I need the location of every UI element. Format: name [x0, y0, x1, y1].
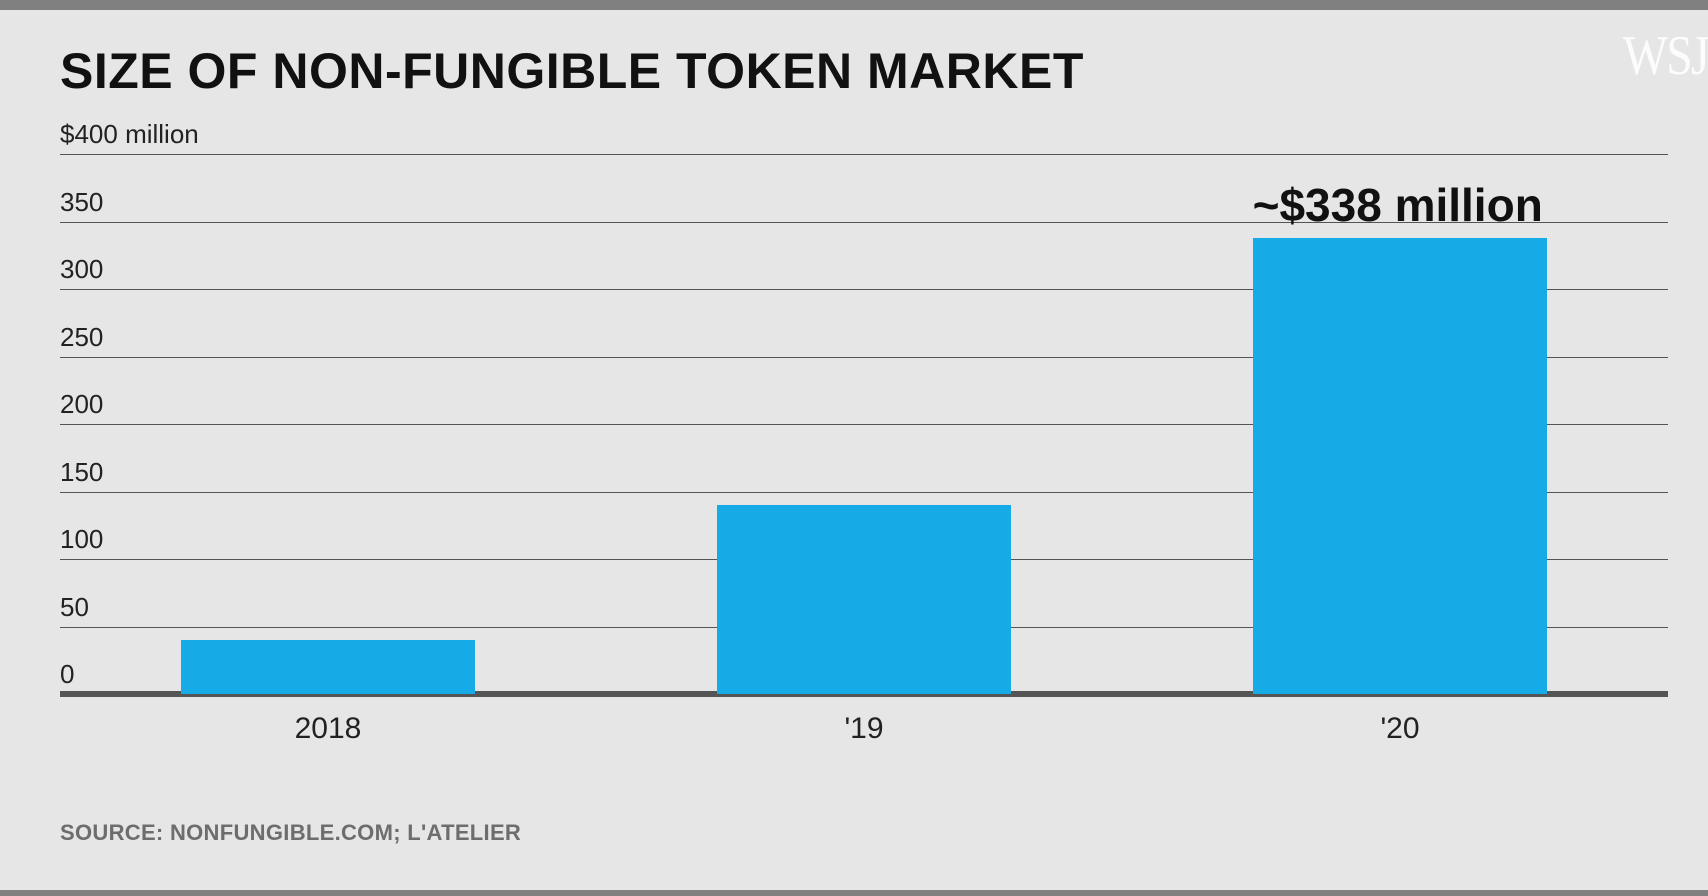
x-tick-label: '19 [844, 712, 883, 746]
bar [181, 640, 476, 694]
y-tick-label: $400 million [60, 119, 199, 154]
y-tick-label: 50 [60, 592, 89, 627]
y-tick-label: 0 [60, 659, 74, 694]
y-tick-label: 100 [60, 524, 103, 559]
y-tick-label: 350 [60, 187, 103, 222]
x-tick-label: '20 [1380, 712, 1419, 746]
y-tick-label: 300 [60, 254, 103, 289]
bar-chart: $400 million 350 300 250 200 150 100 50 0 ~$338 m… [60, 120, 1668, 760]
bar-annotation: ~$338 million [1253, 178, 1543, 238]
x-axis-labels: 2018 '19 '20 [60, 712, 1668, 752]
chart-title: SIZE OF NON-FUNGIBLE TOKEN MARKET [60, 42, 1084, 100]
gridline [60, 154, 1668, 155]
y-tick-label: 250 [60, 322, 103, 357]
wsj-watermark: WSJ [1623, 24, 1708, 88]
bar [717, 505, 1012, 694]
source-attribution: SOURCE: NONFUNGIBLE.COM; L'ATELIER [60, 820, 521, 846]
bar [1253, 238, 1548, 694]
plot-area: $400 million350300250200150100500~$338 m… [60, 154, 1668, 694]
chart-frame: WSJ SIZE OF NON-FUNGIBLE TOKEN MARKET $4… [0, 0, 1708, 896]
y-tick-label: 200 [60, 389, 103, 424]
x-tick-label: 2018 [295, 712, 362, 746]
y-tick-label: 150 [60, 457, 103, 492]
